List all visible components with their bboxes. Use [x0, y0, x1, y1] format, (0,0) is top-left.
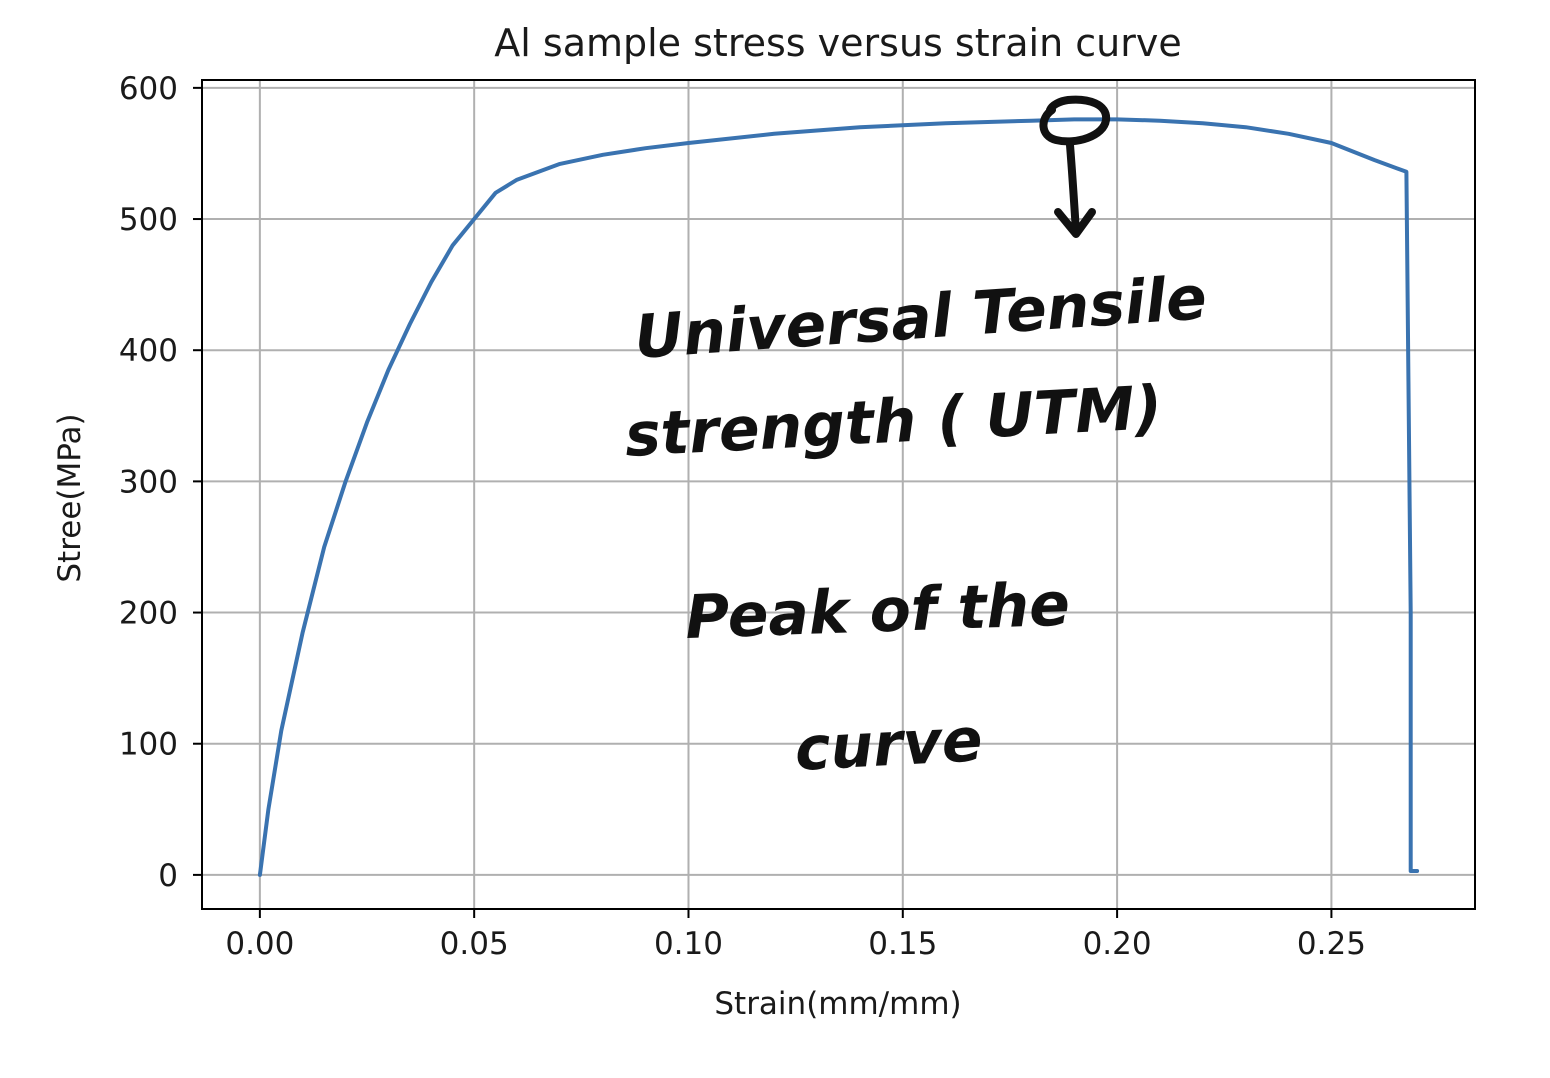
arrow-shaft: [1066, 141, 1080, 236]
x-tick-label: 0.10: [654, 926, 723, 962]
chart-title: Al sample stress versus strain curve: [494, 21, 1181, 65]
y-tick-label: 500: [119, 202, 178, 238]
y-tick-label: 400: [119, 333, 178, 369]
annotation-line-4: curve: [793, 705, 984, 785]
y-tick-label: 200: [119, 596, 178, 632]
x-tick-label: 0.05: [440, 926, 509, 962]
peak-circle-mark: [1039, 95, 1111, 146]
annotation-line-3: Peak of the: [684, 570, 1071, 653]
axis-ticks: 0.00 0.05 0.10 0.15 0.20 0.25 0 100 200 300 400 500…: [119, 71, 1366, 962]
y-tick-label: 300: [119, 464, 178, 500]
y-axis-label: Stree(MPa): [52, 413, 88, 582]
y-tick-label: 600: [119, 71, 178, 107]
x-tick-label: 0.20: [1083, 926, 1152, 962]
grid: [202, 80, 1475, 909]
y-tick-label: 0: [158, 858, 178, 894]
x-tick-label: 0.00: [225, 926, 294, 962]
utm-arrow: [1039, 95, 1111, 238]
y-tick-label: 100: [119, 727, 178, 763]
x-tick-label: 0.25: [1297, 926, 1366, 962]
arrow-head: [1054, 208, 1096, 238]
stress-strain-series-line: [257, 117, 1420, 877]
plot-frame: [201, 79, 1476, 910]
x-tick-label: 0.15: [868, 926, 937, 962]
x-axis-label: Strain(mm/mm): [714, 986, 961, 1022]
